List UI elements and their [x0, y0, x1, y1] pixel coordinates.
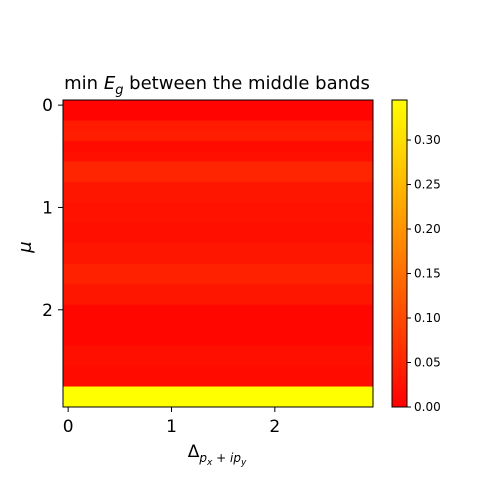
heatmap-row — [63, 192, 373, 203]
colorbar — [391, 99, 408, 408]
heatmap-row — [63, 314, 373, 326]
chart-title: min Eg between the middle bands — [64, 73, 370, 98]
heatmap-row — [63, 222, 373, 234]
colorbar-tick-label: 0.20 — [414, 222, 441, 236]
heatmap-row — [63, 212, 373, 224]
heatmap-row — [63, 273, 373, 285]
x-tick-label: 0 — [63, 417, 74, 437]
colorbar-tick-label: 0.00 — [414, 400, 441, 414]
heatmap-row — [63, 161, 373, 173]
heatmap-row — [63, 202, 373, 213]
heatmap-row — [63, 263, 373, 275]
heatmap-row — [63, 396, 373, 408]
colorbar-tick-label: 0.15 — [414, 267, 441, 281]
colorbar-tick-label: 0.30 — [414, 133, 441, 147]
heatmap-row — [63, 345, 373, 357]
x-tick-label: 2 — [269, 417, 280, 437]
heatmap-row — [63, 366, 373, 377]
y-tick-label: 1 — [42, 198, 53, 218]
colorbar-tick-label: 0.25 — [414, 178, 441, 192]
heatmap-row — [63, 130, 373, 142]
heatmap-cells — [63, 100, 373, 408]
heatmap-row — [63, 304, 373, 316]
heatmap-row — [63, 181, 373, 193]
y-axis-ticks: 0 1 2 — [42, 96, 63, 321]
colorbar-tick-label: 0.10 — [414, 311, 441, 325]
y-axis-label: μ — [15, 241, 36, 253]
heatmap-row — [63, 233, 373, 244]
x-axis-label: Δpx + ipy — [188, 442, 247, 468]
y-tick-label: 2 — [42, 301, 53, 321]
heatmap-row — [63, 151, 373, 162]
heatmap-row — [63, 140, 373, 152]
heatmap-row — [63, 355, 373, 367]
x-axis-ticks: 0 1 2 — [63, 407, 280, 437]
heatmap-row — [63, 294, 373, 306]
heatmap-row — [63, 243, 373, 254]
heatmap-row — [63, 100, 373, 111]
heatmap-row — [63, 376, 373, 387]
heatmap-row — [63, 386, 373, 398]
heatmap-row — [63, 335, 373, 346]
y-tick-label: 0 — [42, 96, 53, 116]
heatmap-row — [63, 110, 373, 121]
heatmap-row — [63, 171, 373, 183]
heatmap-row — [63, 120, 373, 132]
x-tick-label: 1 — [166, 417, 177, 437]
heatmap-row — [63, 284, 373, 295]
heatmap-row — [63, 253, 373, 265]
colorbar-ticks: 0.00 0.05 0.10 0.15 0.20 0.25 0.30 — [407, 133, 441, 414]
colorbar-tick-label: 0.05 — [414, 356, 441, 370]
plot-frame — [62, 99, 374, 408]
heatmap-row — [63, 325, 373, 336]
